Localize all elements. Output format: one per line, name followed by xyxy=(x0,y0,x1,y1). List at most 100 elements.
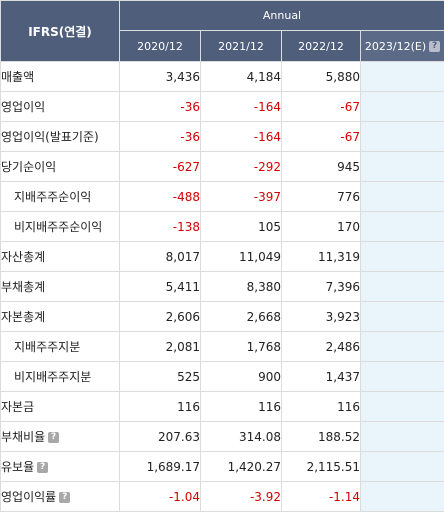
row-label[interactable]: 당기순이익 xyxy=(0,151,120,182)
estimate-cell xyxy=(360,241,444,272)
value-cell: 525 xyxy=(119,361,201,392)
value-cell: 2,486 xyxy=(281,331,361,362)
value-cell: 116 xyxy=(281,391,361,422)
row-label[interactable]: 자본총계 xyxy=(0,301,120,332)
value-cell: 8,380 xyxy=(200,271,282,302)
value-cell: 2,081 xyxy=(119,331,201,362)
value-cell: 8,017 xyxy=(119,241,201,272)
value-cell: -138 xyxy=(119,211,201,242)
estimate-cell xyxy=(360,361,444,392)
estimate-cell xyxy=(360,451,444,482)
row-label[interactable]: 매출액 xyxy=(0,61,120,92)
annual-group-header: Annual xyxy=(119,0,444,31)
estimate-cell xyxy=(360,301,444,332)
estimate-cell xyxy=(360,91,444,122)
row-label-with-help[interactable]: 유보율? xyxy=(0,451,120,482)
value-cell: 2,606 xyxy=(119,301,201,332)
period-header: 2020/12 xyxy=(119,30,201,62)
table-row: 지배주주순이익 -488 -397 776 xyxy=(0,181,444,212)
row-label[interactable]: 지배주주지분 xyxy=(0,331,120,362)
value-cell: 5,880 xyxy=(281,61,361,92)
row-label[interactable]: 비지배주주지분 xyxy=(0,361,120,392)
row-label[interactable]: 지배주주순이익 xyxy=(0,181,120,212)
table-row: 지배주주지분 2,081 1,768 2,486 xyxy=(0,331,444,362)
estimate-cell xyxy=(360,121,444,152)
value-cell: 207.63 xyxy=(119,421,201,452)
value-cell: 1,437 xyxy=(281,361,361,392)
help-icon[interactable]: ? xyxy=(37,462,49,473)
period-header-estimate: 2023/12(E)? xyxy=(360,30,444,62)
value-cell: -1.04 xyxy=(119,481,201,512)
table-row: 자본총계 2,606 2,668 3,923 xyxy=(0,301,444,332)
row-label[interactable]: 영업이익 xyxy=(0,91,120,122)
help-icon[interactable]: ? xyxy=(429,41,441,52)
estimate-cell xyxy=(360,391,444,422)
row-label[interactable]: 자산총계 xyxy=(0,241,120,272)
value-cell: -488 xyxy=(119,181,201,212)
value-cell: -67 xyxy=(281,121,361,152)
value-cell: 776 xyxy=(281,181,361,212)
estimate-cell xyxy=(360,61,444,92)
table-row: 유보율? 1,689.17 1,420.27 2,115.51 xyxy=(0,451,444,482)
value-cell: 314.08 xyxy=(200,421,282,452)
value-cell: 170 xyxy=(281,211,361,242)
value-cell: 1,689.17 xyxy=(119,451,201,482)
value-cell: 2,668 xyxy=(200,301,282,332)
value-cell: -36 xyxy=(119,91,201,122)
row-label: 유보율 xyxy=(1,460,35,474)
value-cell: -292 xyxy=(200,151,282,182)
value-cell: 5,411 xyxy=(119,271,201,302)
value-cell: 116 xyxy=(200,391,282,422)
value-cell: -164 xyxy=(200,91,282,122)
row-label: 영업이익률 xyxy=(1,490,57,504)
table-row: 부채비율? 207.63 314.08 188.52 xyxy=(0,421,444,452)
value-cell: -3.92 xyxy=(200,481,282,512)
table-row: 자본금 116 116 116 xyxy=(0,391,444,422)
period-header: 2021/12 xyxy=(200,30,282,62)
value-cell: 3,436 xyxy=(119,61,201,92)
value-cell: 900 xyxy=(200,361,282,392)
value-cell: -1.14 xyxy=(281,481,361,512)
value-cell: -164 xyxy=(200,121,282,152)
table-row: 비지배주주지분 525 900 1,437 xyxy=(0,361,444,392)
table-row: 매출액 3,436 4,184 5,880 xyxy=(0,61,444,92)
value-cell: -397 xyxy=(200,181,282,212)
period-header: 2022/12 xyxy=(281,30,361,62)
value-cell: -67 xyxy=(281,91,361,122)
row-label-with-help[interactable]: 부채비율? xyxy=(0,421,120,452)
value-cell: 7,396 xyxy=(281,271,361,302)
value-cell: 1,768 xyxy=(200,331,282,362)
value-cell: 188.52 xyxy=(281,421,361,452)
accounting-standard-header: IFRS(연결) xyxy=(0,0,120,62)
value-cell: 3,923 xyxy=(281,301,361,332)
row-label-with-help[interactable]: 영업이익률? xyxy=(0,481,120,512)
value-cell: 11,319 xyxy=(281,241,361,272)
estimate-cell xyxy=(360,271,444,302)
estimate-cell xyxy=(360,481,444,512)
table-row: 당기순이익 -627 -292 945 xyxy=(0,151,444,182)
value-cell: 4,184 xyxy=(200,61,282,92)
estimate-cell xyxy=(360,421,444,452)
row-label[interactable]: 부채총계 xyxy=(0,271,120,302)
table-row: 영업이익 -36 -164 -67 xyxy=(0,91,444,122)
row-label: 부채비율 xyxy=(1,430,46,444)
table-row: 영업이익(발표기준) -36 -164 -67 xyxy=(0,121,444,152)
value-cell: 116 xyxy=(119,391,201,422)
estimate-cell xyxy=(360,181,444,212)
row-label[interactable]: 비지배주주순이익 xyxy=(0,211,120,242)
table-row: 자산총계 8,017 11,049 11,319 xyxy=(0,241,444,272)
help-icon[interactable]: ? xyxy=(48,432,60,443)
help-icon[interactable]: ? xyxy=(59,492,71,503)
estimate-cell xyxy=(360,211,444,242)
value-cell: -627 xyxy=(119,151,201,182)
row-label[interactable]: 영업이익(발표기준) xyxy=(0,121,120,152)
value-cell: 2,115.51 xyxy=(281,451,361,482)
value-cell: 1,420.27 xyxy=(200,451,282,482)
table-row: 영업이익률? -1.04 -3.92 -1.14 xyxy=(0,481,444,512)
value-cell: 105 xyxy=(200,211,282,242)
value-cell: 11,049 xyxy=(200,241,282,272)
value-cell: 945 xyxy=(281,151,361,182)
row-label[interactable]: 자본금 xyxy=(0,391,120,422)
estimate-cell xyxy=(360,331,444,362)
